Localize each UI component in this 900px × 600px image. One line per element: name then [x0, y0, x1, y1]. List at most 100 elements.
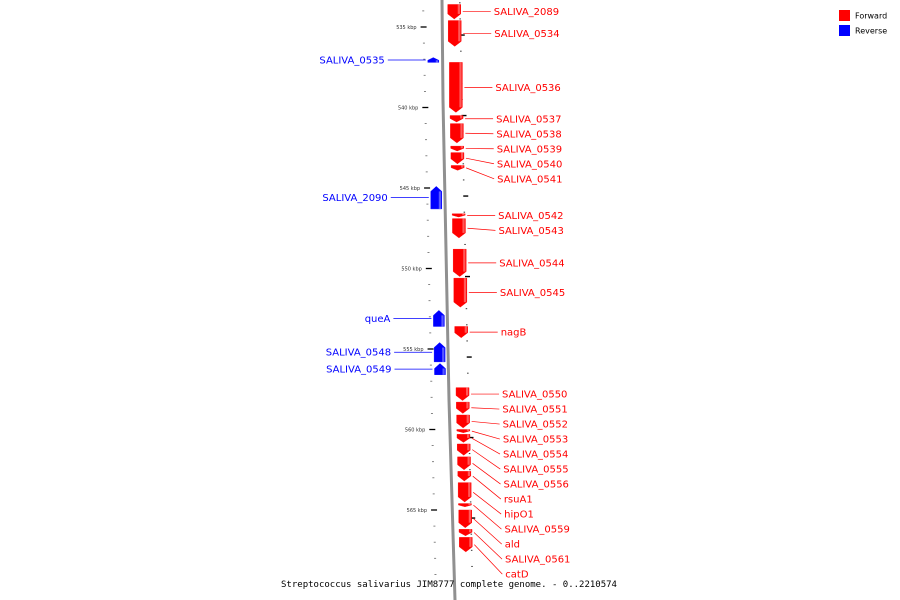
gene-arrow[interactable] [456, 414, 470, 429]
gene-highlight [468, 482, 471, 497]
gene-label[interactable]: nagB [501, 328, 527, 339]
gene-arrow[interactable] [456, 434, 471, 443]
gene-arrow[interactable] [457, 471, 472, 482]
gene-arrow[interactable] [457, 456, 471, 471]
gene-label[interactable]: SALIVA_0536 [495, 83, 560, 94]
legend-label-reverse: Reverse [855, 27, 887, 36]
gene-arrow[interactable] [458, 529, 473, 536]
gene-label[interactable]: SALIVA_0550 [502, 390, 567, 401]
gene-arrow[interactable] [457, 482, 472, 503]
gene-label[interactable]: SALIVA_0545 [500, 288, 565, 299]
gene-label[interactable]: SALIVA_0540 [497, 159, 562, 170]
gene-arrow[interactable] [454, 326, 468, 338]
gene-highlight [466, 434, 470, 438]
gene-arrow[interactable] [455, 387, 470, 401]
gene-label[interactable]: SALIVA_0556 [504, 480, 569, 491]
gene-features [427, 4, 473, 553]
gene-label[interactable]: SALIVA_0541 [497, 174, 562, 185]
genome-caption: Streptococcus salivarius JIM8777 complet… [281, 580, 617, 590]
gene-arrow[interactable] [433, 342, 446, 363]
gene-arrow[interactable] [452, 248, 467, 277]
gene-highlight [467, 471, 471, 477]
legend-label-forward: Forward [855, 12, 887, 21]
gene-highlight [464, 326, 467, 333]
gene-arrow[interactable] [433, 310, 445, 327]
gene-highlight [460, 152, 464, 159]
gene-arrow[interactable] [430, 186, 442, 210]
gene-label[interactable]: SALIVA_0537 [496, 114, 561, 125]
gene-label[interactable]: SALIVA_0544 [499, 258, 564, 269]
gene-arrow[interactable] [450, 165, 465, 171]
gene-label[interactable]: SALIVA_0559 [504, 525, 569, 536]
gene-arrow[interactable] [450, 123, 464, 144]
gene-arrow[interactable] [458, 503, 472, 507]
gene-arrow[interactable] [459, 537, 473, 553]
tick-label: 540 kbp [398, 106, 418, 112]
gene-label[interactable]: SALIVA_0555 [503, 465, 568, 476]
gene-highlight [468, 503, 471, 506]
gene-highlight [438, 191, 441, 209]
gene-arrow[interactable] [456, 429, 471, 433]
gene-label-leaders [387, 11, 503, 575]
gene-label[interactable]: SALIVA_0548 [326, 348, 391, 359]
gene-arrow[interactable] [450, 145, 464, 152]
gene-label[interactable]: SALIVA_0539 [497, 144, 562, 155]
gene-arrow[interactable] [449, 62, 463, 113]
gene-label[interactable]: SALIVA_0552 [503, 420, 568, 431]
legend-item-forward[interactable]: Forward [839, 10, 887, 21]
gene-label[interactable]: catD [505, 570, 529, 581]
gene-label[interactable]: hipO1 [504, 510, 534, 521]
gene-label[interactable]: SALIVA_0535 [319, 56, 384, 67]
gene-label[interactable]: SALIVA_2090 [322, 193, 387, 204]
gene-label[interactable]: SALIVA_0549 [326, 365, 391, 376]
gene-arrow[interactable] [449, 115, 464, 123]
ruler-ticks: 535 kbp 540 kbp 545 kbp 550 kbp 555 kbp 560 k… [396, 2, 476, 583]
gene-highlight [463, 278, 467, 303]
gene-highlight [441, 315, 444, 327]
gene-arrow[interactable] [451, 213, 466, 218]
label-leader [465, 132, 494, 135]
tick-label: 560 kbp [405, 428, 425, 434]
label-leader [472, 492, 502, 515]
gene-highlight [463, 249, 466, 272]
gene-arrow[interactable] [453, 277, 468, 308]
gene-arrow[interactable] [450, 152, 465, 165]
gene-arrow[interactable] [457, 443, 471, 456]
legend-swatch-reverse [839, 25, 850, 36]
label-leader [467, 227, 496, 231]
gene-label[interactable]: SALIVA_0538 [496, 129, 561, 140]
label-leader [473, 532, 503, 560]
gene-highlight [459, 62, 462, 108]
gene-arrow[interactable] [456, 401, 470, 414]
tick-label: 550 kbp [401, 267, 421, 273]
gene-label[interactable]: SALIVA_0543 [498, 226, 563, 237]
gene-arrow[interactable] [448, 20, 462, 47]
tick-label: 545 kbp [400, 186, 420, 192]
gene-label[interactable]: rsuA1 [504, 495, 533, 506]
gene-label[interactable]: SALIVA_0553 [503, 435, 568, 446]
gene-arrow[interactable] [427, 57, 440, 63]
label-leader [472, 449, 501, 470]
tick-label: 535 kbp [396, 25, 416, 31]
label-leader [465, 157, 494, 165]
gene-label[interactable]: SALIVA_0542 [498, 211, 563, 222]
legend-swatch-forward [839, 10, 850, 21]
gene-highlight [468, 510, 471, 523]
gene-arrow[interactable] [447, 4, 461, 20]
gene-highlight [462, 213, 465, 216]
gene-highlight [460, 146, 463, 149]
gene-arrow[interactable] [458, 509, 472, 528]
gene-label[interactable]: queA [365, 314, 391, 325]
gene-label[interactable]: SALIVA_0561 [505, 555, 570, 566]
label-leader [471, 438, 501, 455]
gene-label[interactable]: SALIVA_0534 [494, 29, 559, 40]
gene-label[interactable]: SALIVA_0554 [503, 450, 568, 461]
gene-highlight [469, 529, 472, 533]
gene-arrow[interactable] [434, 363, 446, 375]
gene-label[interactable]: SALIVA_2089 [494, 7, 559, 18]
gene-label[interactable]: ald [505, 540, 520, 551]
gene-arrow[interactable] [452, 218, 466, 239]
legend-item-reverse[interactable]: Reverse [839, 25, 887, 36]
gene-label[interactable]: SALIVA_0551 [502, 405, 567, 416]
